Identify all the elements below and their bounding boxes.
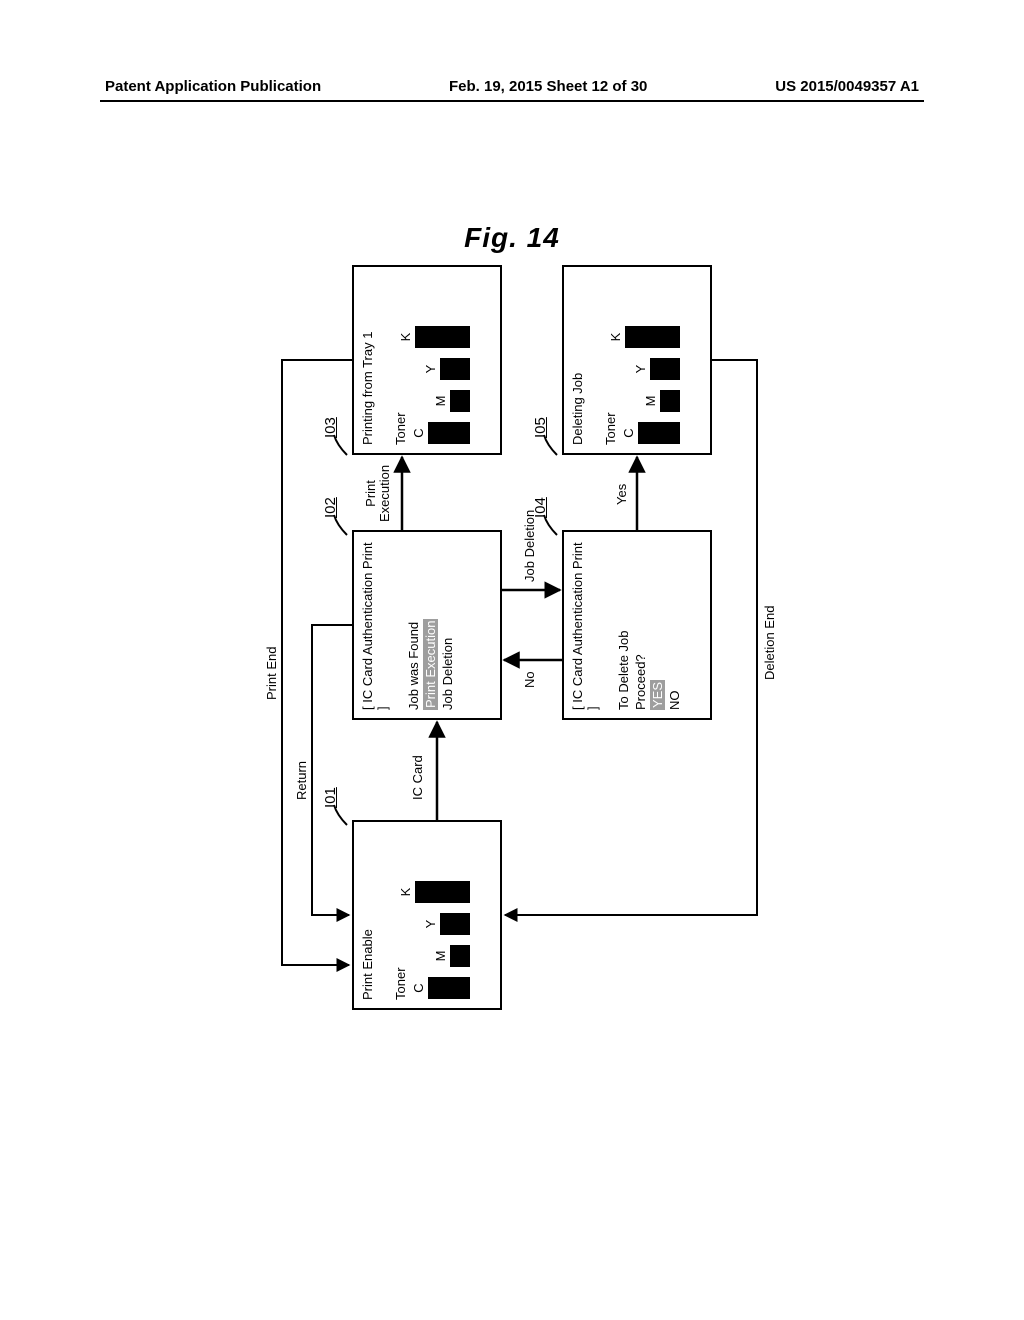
ref-102: I02	[322, 497, 339, 518]
label-no: No	[522, 671, 537, 688]
header-left: Patent Application Publication	[105, 78, 321, 95]
toner-bar-k: K	[398, 325, 470, 349]
toner-label: Toner	[603, 275, 618, 445]
label-deletion-end: Deletion End	[762, 606, 777, 680]
label-yes: Yes	[614, 484, 629, 505]
menu-line: YES	[650, 540, 665, 710]
toner-bar	[660, 390, 680, 412]
menu-line-selected: YES	[650, 680, 665, 710]
panel-printing: Printing from Tray 1 TonerC M Y K	[352, 265, 502, 455]
panel-title: Print Enable	[360, 830, 375, 1000]
menu-line: NO	[667, 540, 682, 710]
panel-title: [ IC Card Authentication Print ]	[360, 540, 390, 710]
toner-bar-k: K	[608, 325, 680, 349]
toner-bar-m: M	[433, 944, 470, 968]
toner-bar-c: C	[411, 976, 470, 1000]
label-job-deletion: Job Deletion	[522, 510, 537, 582]
toner-bar-m: M	[433, 389, 470, 413]
page-header: Patent Application Publication Feb. 19, …	[105, 78, 919, 95]
toner-bar	[440, 913, 470, 935]
ref-101: I01	[322, 787, 339, 808]
toner-letter: M	[643, 396, 658, 407]
menu-line: To Delete Job	[616, 540, 631, 710]
panel-title: [ IC Card Authentication Print ]	[570, 540, 600, 710]
toner-bar-y: Y	[423, 357, 470, 381]
toner-bars: CMYK	[620, 275, 680, 445]
page: Patent Application Publication Feb. 19, …	[0, 0, 1024, 1320]
toner-bar-c: C	[621, 421, 680, 445]
arrows-overlay	[182, 260, 842, 1020]
panel-auth-menu: [ IC Card Authentication Print ] Job was …	[352, 530, 502, 720]
toner-bar-k: K	[398, 880, 470, 904]
toner-letter: K	[398, 888, 413, 897]
toner-bar-y: Y	[633, 357, 680, 381]
toner-label: Toner	[393, 275, 408, 445]
header-center: Feb. 19, 2015 Sheet 12 of 30	[321, 78, 775, 95]
toner-bar-c: C	[411, 421, 470, 445]
toner-letter: C	[621, 428, 636, 437]
diagram-wrap: Print EnableTonerCMYK [ IC Card Authenti…	[182, 260, 842, 1020]
toner-letter: C	[411, 983, 426, 992]
header-right: US 2015/0049357 A1	[775, 78, 919, 95]
menu-line: Job Deletion	[440, 540, 455, 710]
toner-bars: CMYK	[410, 830, 470, 1000]
menu-line: Proceed?	[633, 540, 648, 710]
label-return: Return	[294, 761, 309, 800]
figure-title: Fig. 14	[0, 222, 1024, 254]
ref-103: I03	[322, 417, 339, 438]
toner-letter: C	[411, 428, 426, 437]
toner-letter: Y	[633, 365, 648, 374]
toner-bar	[450, 390, 470, 412]
toner-label: Toner	[393, 830, 408, 1000]
menu-line-selected: Print Execution	[423, 619, 438, 710]
label-print-exec: PrintExecution	[364, 465, 393, 522]
panel-delete-confirm: [ IC Card Authentication Print ] To Delet…	[562, 530, 712, 720]
toner-bar	[428, 977, 470, 999]
menu-line: Job was Found	[406, 540, 421, 710]
toner-letter: K	[398, 333, 413, 342]
toner-letter: M	[433, 951, 448, 962]
panel-title: Deleting Job	[570, 275, 585, 445]
header-rule	[100, 100, 924, 102]
toner-letter: Y	[423, 920, 438, 929]
toner-letter: Y	[423, 365, 438, 374]
menu-line: Print Execution	[423, 540, 438, 710]
panel-title: Printing from Tray 1	[360, 275, 375, 445]
toner-bar	[428, 422, 470, 444]
toner-bar	[450, 945, 470, 967]
ref-105: I05	[532, 417, 549, 438]
toner-letter: K	[608, 333, 623, 342]
toner-bar	[625, 326, 680, 348]
toner-bar	[440, 358, 470, 380]
toner-bar	[638, 422, 680, 444]
panel-print-enable: Print Enable TonerC M Y K	[352, 820, 502, 1010]
toner-bar	[650, 358, 680, 380]
toner-bar	[415, 326, 470, 348]
panel-deleting: Deleting Job TonerC M Y K	[562, 265, 712, 455]
toner-bar-y: Y	[423, 912, 470, 936]
toner-bar-m: M	[643, 389, 680, 413]
diagram: Print EnableTonerCMYK [ IC Card Authenti…	[182, 260, 842, 1020]
toner-letter: M	[433, 396, 448, 407]
label-print-end: Print End	[264, 647, 279, 700]
toner-bars: CMYK	[410, 275, 470, 445]
toner-bar	[415, 881, 470, 903]
label-ic-card: IC Card	[410, 755, 425, 800]
